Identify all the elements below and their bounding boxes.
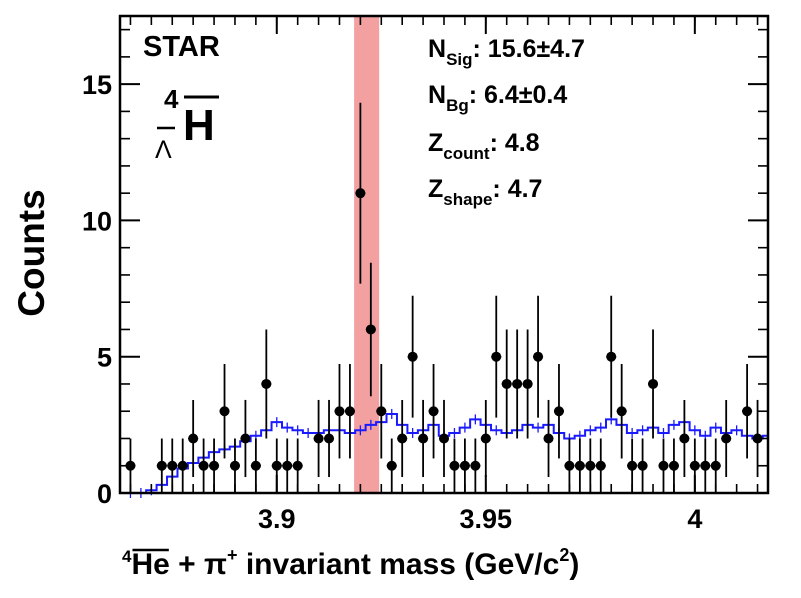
data-point — [627, 460, 638, 471]
data-point — [188, 433, 199, 444]
x-axis-title-superscript: 4 — [122, 547, 132, 566]
data-point — [407, 351, 418, 362]
x-tick-label: 3.95 — [460, 504, 513, 534]
data-point — [219, 406, 230, 417]
particle-mass-number: 4 — [164, 84, 179, 114]
x-tick-label: 4 — [687, 504, 702, 534]
data-point — [355, 188, 366, 199]
data-point — [365, 324, 376, 335]
data-point — [125, 460, 136, 471]
data-point — [459, 460, 470, 471]
data-point — [261, 378, 272, 389]
data-point — [637, 460, 648, 471]
data-point — [240, 433, 251, 444]
data-point — [648, 378, 659, 389]
data-point — [668, 460, 679, 471]
data-point — [229, 460, 240, 471]
data-point — [564, 460, 575, 471]
particle-hyperon-subscript: Λ — [155, 136, 172, 164]
data-point — [585, 460, 596, 471]
particle-symbol: 4 Λ H — [155, 84, 219, 164]
data-points-layer — [125, 102, 763, 493]
x-axis-title-nucleus: He — [131, 548, 169, 581]
data-point — [752, 433, 763, 444]
x-tick-label: 3.9 — [258, 504, 296, 534]
y-axis-title: Counts — [11, 189, 52, 316]
background-fit-layer — [125, 408, 769, 498]
data-point — [491, 351, 502, 362]
data-point — [282, 460, 293, 471]
stats-annotations: NSig: 15.6±4.7 NBg: 6.4±0.4 Zcount: 4.8 … — [428, 35, 585, 209]
data-point — [742, 406, 753, 417]
y-tick-label: 5 — [97, 343, 112, 373]
data-point — [606, 351, 617, 362]
data-point — [271, 460, 282, 471]
data-point — [156, 460, 167, 471]
x-axis-title: 4He + π+ invariant mass (GeV/c2) — [122, 545, 579, 581]
experiment-label: STAR — [143, 31, 220, 63]
data-point — [595, 460, 606, 471]
x-axis-title-pion: + π — [170, 548, 227, 581]
particle-nucleus-symbol: H — [183, 101, 215, 150]
data-point — [480, 433, 491, 444]
data-point — [522, 378, 533, 389]
data-point — [616, 406, 627, 417]
background-fit-line — [125, 412, 768, 494]
data-point — [428, 406, 439, 417]
y-tick-label: 15 — [82, 70, 112, 100]
data-point — [470, 460, 481, 471]
data-point — [324, 433, 335, 444]
data-point — [418, 433, 429, 444]
x-axis-title-unit-superscript: 2 — [559, 545, 569, 565]
data-point — [250, 460, 261, 471]
data-point — [334, 406, 345, 417]
stat-signal-count: NSig: 15.6±4.7 — [428, 35, 585, 69]
stat-z-count: Zcount: 4.8 — [428, 129, 540, 163]
data-point — [376, 406, 387, 417]
data-point — [574, 460, 585, 471]
axis-ticks: 3.9 3.95 4 0 5 10 15 — [82, 16, 768, 534]
data-point — [658, 460, 669, 471]
stat-z-shape: Zshape: 4.7 — [428, 175, 542, 209]
stat-background-count: NBg: 6.4±0.4 — [428, 81, 567, 115]
data-point — [543, 433, 554, 444]
data-point — [689, 460, 700, 471]
data-point — [344, 406, 355, 417]
data-point — [439, 433, 449, 444]
x-axis-title-rest: invariant mass (GeV/c — [238, 548, 560, 581]
x-axis-title-pion-charge: + — [227, 545, 238, 565]
data-point — [449, 460, 460, 471]
data-point — [700, 460, 711, 471]
data-point — [679, 433, 690, 444]
data-point — [209, 460, 220, 471]
x-axis-title-close: ) — [569, 548, 579, 581]
data-point — [533, 351, 544, 362]
data-point — [198, 460, 209, 471]
data-point — [553, 406, 564, 417]
data-point — [501, 378, 512, 389]
data-point — [167, 460, 178, 471]
data-point — [512, 378, 523, 389]
data-point — [721, 433, 732, 444]
y-tick-label: 0 — [97, 479, 112, 509]
data-point — [177, 460, 188, 471]
data-point — [313, 433, 324, 444]
data-point — [397, 433, 408, 444]
signal-window-band — [354, 16, 380, 493]
y-tick-label: 10 — [82, 206, 112, 236]
data-point — [292, 460, 303, 471]
data-point — [710, 460, 721, 471]
data-point — [386, 460, 397, 471]
